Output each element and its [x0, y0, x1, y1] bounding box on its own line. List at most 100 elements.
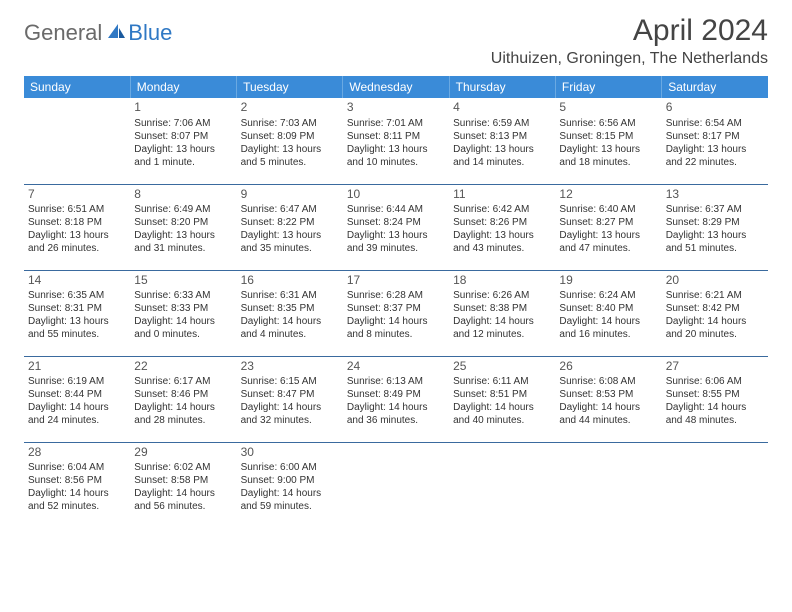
day-daylight2: and 24 minutes. [28, 414, 126, 427]
day-daylight1: Daylight: 14 hours [453, 401, 551, 414]
day-daylight1: Daylight: 13 hours [453, 229, 551, 242]
calendar-day-cell [24, 98, 130, 184]
day-sunrise: Sunrise: 6:42 AM [453, 203, 551, 216]
day-number: 9 [241, 187, 339, 203]
calendar-day-cell: 29Sunrise: 6:02 AMSunset: 8:58 PMDayligh… [130, 442, 236, 528]
month-title: April 2024 [491, 14, 768, 48]
day-daylight2: and 59 minutes. [241, 500, 339, 513]
day-number: 25 [453, 359, 551, 375]
day-daylight1: Daylight: 14 hours [559, 315, 657, 328]
day-daylight2: and 44 minutes. [559, 414, 657, 427]
day-daylight2: and 52 minutes. [28, 500, 126, 513]
day-daylight2: and 0 minutes. [134, 328, 232, 341]
day-sunset: Sunset: 8:13 PM [453, 130, 551, 143]
day-sunrise: Sunrise: 6:15 AM [241, 375, 339, 388]
day-daylight1: Daylight: 14 hours [453, 315, 551, 328]
day-daylight2: and 12 minutes. [453, 328, 551, 341]
day-daylight2: and 31 minutes. [134, 242, 232, 255]
day-sunset: Sunset: 8:31 PM [28, 302, 126, 315]
day-daylight1: Daylight: 13 hours [134, 143, 232, 156]
calendar-day-cell: 19Sunrise: 6:24 AMSunset: 8:40 PMDayligh… [555, 270, 661, 356]
day-daylight1: Daylight: 14 hours [134, 401, 232, 414]
calendar-day-cell: 16Sunrise: 6:31 AMSunset: 8:35 PMDayligh… [237, 270, 343, 356]
day-number: 19 [559, 273, 657, 289]
day-sunset: Sunset: 8:53 PM [559, 388, 657, 401]
day-number: 6 [666, 100, 764, 116]
day-sunrise: Sunrise: 6:19 AM [28, 375, 126, 388]
day-sunset: Sunset: 8:07 PM [134, 130, 232, 143]
day-sunrise: Sunrise: 6:44 AM [347, 203, 445, 216]
day-sunrise: Sunrise: 6:17 AM [134, 375, 232, 388]
header: General Blue April 2024 Uithuizen, Groni… [24, 14, 768, 68]
calendar-day-cell: 25Sunrise: 6:11 AMSunset: 8:51 PMDayligh… [449, 356, 555, 442]
calendar-day-cell: 12Sunrise: 6:40 AMSunset: 8:27 PMDayligh… [555, 184, 661, 270]
day-daylight1: Daylight: 14 hours [347, 401, 445, 414]
calendar-day-cell [343, 442, 449, 528]
day-daylight2: and 55 minutes. [28, 328, 126, 341]
day-daylight2: and 39 minutes. [347, 242, 445, 255]
day-daylight2: and 10 minutes. [347, 156, 445, 169]
day-number: 18 [453, 273, 551, 289]
day-number: 20 [666, 273, 764, 289]
calendar-day-cell: 2Sunrise: 7:03 AMSunset: 8:09 PMDaylight… [237, 98, 343, 184]
calendar-day-cell: 30Sunrise: 6:00 AMSunset: 9:00 PMDayligh… [237, 442, 343, 528]
day-daylight1: Daylight: 13 hours [559, 143, 657, 156]
day-daylight1: Daylight: 14 hours [241, 401, 339, 414]
day-sunrise: Sunrise: 6:00 AM [241, 461, 339, 474]
day-sunrise: Sunrise: 6:13 AM [347, 375, 445, 388]
day-daylight1: Daylight: 14 hours [134, 487, 232, 500]
day-number: 11 [453, 187, 551, 203]
calendar-page: General Blue April 2024 Uithuizen, Groni… [0, 0, 792, 542]
day-number: 22 [134, 359, 232, 375]
day-sunset: Sunset: 8:47 PM [241, 388, 339, 401]
day-sunset: Sunset: 8:18 PM [28, 216, 126, 229]
day-sunset: Sunset: 8:46 PM [134, 388, 232, 401]
day-sunset: Sunset: 8:51 PM [453, 388, 551, 401]
day-daylight2: and 8 minutes. [347, 328, 445, 341]
day-daylight1: Daylight: 14 hours [241, 487, 339, 500]
day-daylight2: and 26 minutes. [28, 242, 126, 255]
calendar-day-cell: 15Sunrise: 6:33 AMSunset: 8:33 PMDayligh… [130, 270, 236, 356]
day-sunrise: Sunrise: 6:04 AM [28, 461, 126, 474]
day-sunset: Sunset: 8:20 PM [134, 216, 232, 229]
day-number: 4 [453, 100, 551, 116]
calendar-day-cell: 6Sunrise: 6:54 AMSunset: 8:17 PMDaylight… [662, 98, 768, 184]
calendar-day-cell: 7Sunrise: 6:51 AMSunset: 8:18 PMDaylight… [24, 184, 130, 270]
title-block: April 2024 Uithuizen, Groningen, The Net… [491, 14, 768, 68]
day-number: 28 [28, 445, 126, 461]
day-sunrise: Sunrise: 7:06 AM [134, 117, 232, 130]
calendar-day-cell: 13Sunrise: 6:37 AMSunset: 8:29 PMDayligh… [662, 184, 768, 270]
calendar-body: 1Sunrise: 7:06 AMSunset: 8:07 PMDaylight… [24, 98, 768, 528]
day-daylight1: Daylight: 14 hours [347, 315, 445, 328]
day-sunset: Sunset: 8:58 PM [134, 474, 232, 487]
day-daylight1: Daylight: 13 hours [241, 143, 339, 156]
day-sunset: Sunset: 8:55 PM [666, 388, 764, 401]
weekday-header: Tuesday [237, 76, 343, 98]
day-daylight1: Daylight: 14 hours [134, 315, 232, 328]
day-daylight1: Daylight: 14 hours [559, 401, 657, 414]
day-sunset: Sunset: 8:44 PM [28, 388, 126, 401]
day-sunset: Sunset: 8:09 PM [241, 130, 339, 143]
day-daylight2: and 14 minutes. [453, 156, 551, 169]
day-number: 17 [347, 273, 445, 289]
location-subtitle: Uithuizen, Groningen, The Netherlands [491, 50, 768, 68]
day-sunset: Sunset: 8:42 PM [666, 302, 764, 315]
day-number: 27 [666, 359, 764, 375]
day-number: 12 [559, 187, 657, 203]
day-daylight1: Daylight: 13 hours [28, 315, 126, 328]
day-sunset: Sunset: 8:24 PM [347, 216, 445, 229]
day-sunset: Sunset: 9:00 PM [241, 474, 339, 487]
calendar-day-cell: 26Sunrise: 6:08 AMSunset: 8:53 PMDayligh… [555, 356, 661, 442]
day-sunrise: Sunrise: 6:37 AM [666, 203, 764, 216]
day-daylight2: and 48 minutes. [666, 414, 764, 427]
day-sunrise: Sunrise: 6:08 AM [559, 375, 657, 388]
day-daylight2: and 28 minutes. [134, 414, 232, 427]
day-sunset: Sunset: 8:40 PM [559, 302, 657, 315]
day-sunrise: Sunrise: 6:28 AM [347, 289, 445, 302]
day-daylight2: and 43 minutes. [453, 242, 551, 255]
day-daylight2: and 20 minutes. [666, 328, 764, 341]
calendar-week-row: 21Sunrise: 6:19 AMSunset: 8:44 PMDayligh… [24, 356, 768, 442]
day-sunrise: Sunrise: 6:51 AM [28, 203, 126, 216]
weekday-header: Saturday [662, 76, 768, 98]
weekday-header: Monday [130, 76, 236, 98]
